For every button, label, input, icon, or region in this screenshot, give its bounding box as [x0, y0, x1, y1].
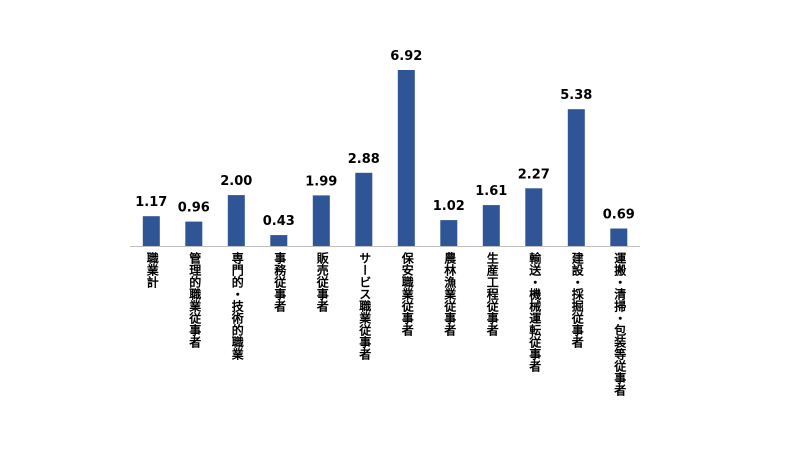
value-label-11: 5.38	[560, 88, 592, 103]
category-label-3: 専門的・技術的職業	[230, 252, 245, 360]
category-label-8: 農林漁業従事者	[442, 252, 457, 336]
bar-5	[312, 195, 330, 246]
bar-3	[227, 195, 245, 246]
category-label-12: 運搬・清掃・包装等従事者	[612, 252, 627, 396]
category-label-5: 販売従事者	[315, 252, 330, 312]
bar-11	[567, 109, 585, 246]
bar-8	[440, 220, 458, 246]
value-label-7: 6.92	[390, 49, 422, 64]
bar-1	[142, 216, 160, 246]
value-label-3: 2.00	[220, 174, 252, 189]
category-label-4: 事務従事者	[272, 252, 287, 312]
value-label-10: 2.27	[518, 167, 550, 182]
value-label-2: 0.96	[178, 201, 210, 216]
value-label-8: 1.02	[433, 199, 465, 214]
bar-6	[355, 172, 373, 246]
category-label-11: 建設・採掘従事者	[570, 252, 585, 348]
bar-2	[185, 221, 203, 246]
value-label-5: 1.99	[305, 174, 337, 189]
bar-9	[482, 205, 500, 246]
bar-7	[397, 70, 415, 246]
value-label-1: 1.17	[135, 195, 167, 210]
value-labels-layer: 1.17 0.96 2.00 0.43 1.99 2.88 6.92 1.02 1.61 2.27…	[135, 49, 635, 229]
category-label-6: サービス職業従事者	[357, 252, 372, 360]
category-label-9: 生産工程従事者	[485, 252, 500, 336]
bars-layer	[142, 70, 628, 246]
value-label-6: 2.88	[348, 152, 380, 167]
category-label-7: 保安職業従事者	[400, 252, 415, 336]
value-label-4: 0.43	[263, 214, 295, 229]
value-label-9: 1.61	[475, 184, 507, 199]
value-label-12: 0.69	[603, 208, 635, 223]
category-label-1: 職業計	[145, 252, 160, 288]
category-label-2: 管理的職業従事者	[187, 252, 202, 348]
bar-4	[270, 235, 288, 246]
category-label-10: 輸送・機械運転従事者	[527, 252, 542, 372]
bar-10	[525, 188, 543, 246]
bar-12	[610, 228, 628, 246]
